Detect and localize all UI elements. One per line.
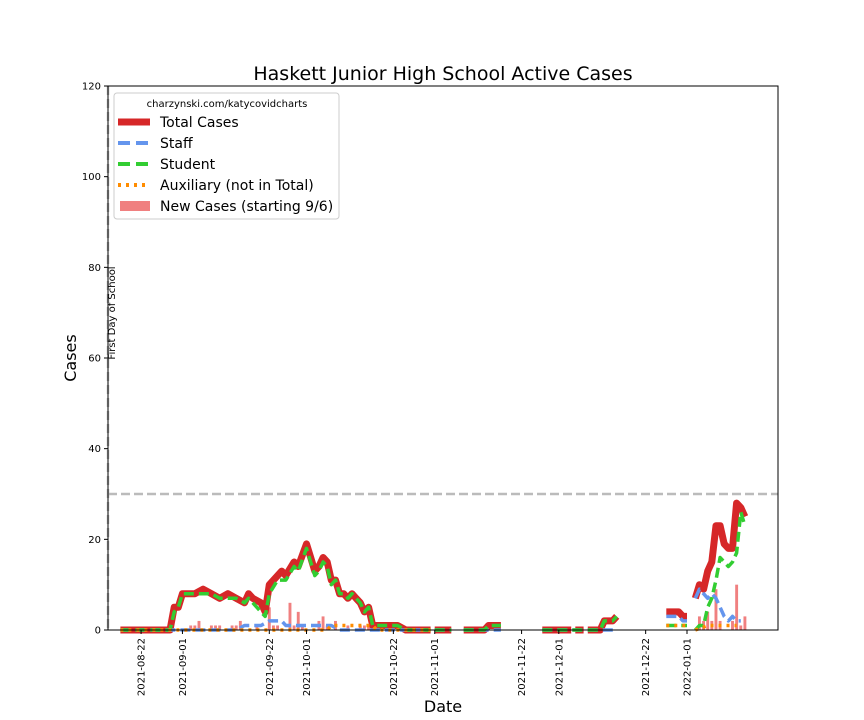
x-tick-label: 2021-09-22 xyxy=(265,638,276,696)
new-cases-bars xyxy=(189,584,747,630)
x-tick-label: 2021-10-22 xyxy=(389,638,400,696)
y-tick-label: 80 xyxy=(88,263,101,274)
total-cases-line xyxy=(120,540,431,634)
legend-entry: Total Cases xyxy=(118,115,239,131)
legend-box xyxy=(113,92,340,220)
new-cases-bar xyxy=(197,620,201,630)
new-cases-bar xyxy=(267,607,271,630)
new-cases-bar xyxy=(292,625,296,630)
new-cases-bar xyxy=(209,625,213,630)
legend-entry: Student xyxy=(118,157,216,173)
y-axis-ticks: 0 20 40 60 80 100 120 xyxy=(82,82,108,637)
new-cases-bar xyxy=(300,625,304,630)
chart-title: Haskett Junior High School Active Cases xyxy=(253,63,632,85)
new-cases-bar xyxy=(697,616,701,630)
legend-label: Auxiliary (not in Total) xyxy=(160,178,314,194)
x-tick-label: 2021-11-22 xyxy=(517,638,528,696)
staff-line xyxy=(666,614,687,623)
y-tick-label: 40 xyxy=(88,444,101,455)
legend-entry: New Cases (starting 9/6) xyxy=(120,199,333,215)
x-axis-label: Date xyxy=(424,697,462,716)
new-cases-bar xyxy=(367,625,371,630)
new-cases-bar xyxy=(193,625,197,630)
x-tick-label: 2021-12-22 xyxy=(641,638,652,696)
y-axis-label: Cases xyxy=(61,334,80,382)
new-cases-bar xyxy=(271,625,275,630)
new-cases-bar xyxy=(288,602,292,630)
total-cases-line xyxy=(691,499,749,600)
legend-entry: Staff xyxy=(118,136,193,152)
reference-lines xyxy=(106,86,778,630)
x-tick-label: 2021-10-01 xyxy=(302,638,313,696)
total-cases-line xyxy=(666,608,687,620)
y-tick-label: 120 xyxy=(82,82,101,93)
y-tick-label: 100 xyxy=(82,172,101,183)
new-cases-bar xyxy=(362,625,366,630)
new-cases-bar xyxy=(255,625,259,630)
series-lines xyxy=(120,499,749,634)
new-cases-bar xyxy=(218,625,222,630)
x-tick-label: 2021-11-01 xyxy=(430,638,441,696)
y-tick-label: 20 xyxy=(88,535,101,546)
first-day-of-school-label: First Day of School xyxy=(107,266,118,359)
y-tick-label: 0 xyxy=(95,626,101,637)
x-axis-ticks: 2021-08-22 2021-09-01 2021-09-22 2021-10-01… xyxy=(137,630,694,696)
new-cases-bar xyxy=(234,625,238,630)
new-cases-bar xyxy=(714,589,718,630)
new-cases-bar xyxy=(731,620,734,630)
new-cases-bar xyxy=(321,616,325,630)
new-cases-bar xyxy=(346,625,350,630)
new-cases-bar xyxy=(739,625,743,630)
legend: charzynski.com/katycovidcharts Total Cas… xyxy=(113,92,340,220)
legend-label: Student xyxy=(160,157,216,173)
new-cases-bar xyxy=(189,625,193,630)
legend-label: New Cases (starting 9/6) xyxy=(160,199,333,215)
new-cases-bar xyxy=(238,620,242,630)
legend-label: Total Cases xyxy=(159,115,239,131)
legend-swatch-new-cases xyxy=(120,201,150,211)
student-line xyxy=(694,510,747,632)
student-line xyxy=(463,623,501,632)
x-tick-label: 2022-01-01 xyxy=(683,638,694,696)
new-cases-bar xyxy=(230,625,234,630)
x-tick-label: 2021-08-22 xyxy=(137,638,148,696)
legend-title: charzynski.com/katycovidcharts xyxy=(147,99,308,110)
new-cases-bar xyxy=(296,611,300,630)
auxiliary-line xyxy=(120,623,431,632)
legend-label: Staff xyxy=(160,136,193,152)
new-cases-bar xyxy=(743,616,747,630)
x-tick-label: 2021-09-01 xyxy=(178,638,189,696)
x-tick-label: 2021-12-01 xyxy=(554,638,565,696)
y-tick-label: 60 xyxy=(88,354,101,365)
new-cases-bar xyxy=(214,625,217,630)
staff-line xyxy=(693,587,741,623)
new-cases-bar xyxy=(358,625,362,630)
new-cases-bar xyxy=(276,625,280,630)
new-cases-bar xyxy=(735,584,739,630)
legend-entry: Auxiliary (not in Total) xyxy=(118,178,314,194)
staff-line xyxy=(120,619,431,632)
student-line xyxy=(120,546,431,632)
new-cases-bar xyxy=(706,611,710,630)
